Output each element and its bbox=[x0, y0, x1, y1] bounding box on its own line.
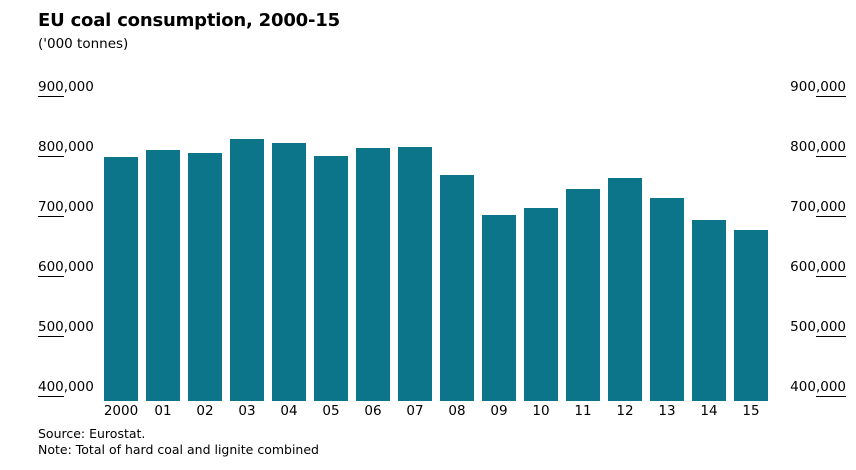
x-axis-tick-label: 04 bbox=[280, 403, 298, 419]
x-axis-tick-label: 06 bbox=[364, 403, 382, 419]
y-axis-tick-text: 600 bbox=[790, 259, 816, 275]
bar-13 bbox=[650, 198, 684, 401]
x-axis-tick-label: 11 bbox=[574, 403, 592, 419]
x-axis-tick-label: 02 bbox=[196, 403, 214, 419]
y-axis-tick-label-left: 700,000 bbox=[38, 199, 94, 217]
y-axis-tick-text: 900 bbox=[790, 79, 816, 95]
y-axis-tick-mark: 400 bbox=[38, 379, 64, 397]
source-note: Source: Eurostat. bbox=[38, 426, 146, 441]
bar-14 bbox=[692, 219, 726, 401]
y-axis-tick-text: ,000 bbox=[63, 319, 94, 335]
bar-09 bbox=[482, 215, 516, 401]
x-axis-tick-label: 03 bbox=[238, 403, 256, 419]
x-axis-tick-label: 01 bbox=[154, 403, 172, 419]
y-axis-tick-text: 400 bbox=[790, 379, 816, 395]
bar-07 bbox=[398, 147, 432, 401]
footnote: Note: Total of hard coal and lignite com… bbox=[38, 442, 319, 457]
y-axis-tick-mark: ,000 bbox=[815, 379, 846, 397]
y-axis-tick-label-left: 800,000 bbox=[38, 139, 94, 157]
y-axis-tick-label-right: 600,000 bbox=[790, 259, 846, 277]
y-axis-tick-label-left: 400,000 bbox=[38, 379, 94, 397]
x-axis-tick-label: 08 bbox=[448, 403, 466, 419]
x-axis-tick-label: 10 bbox=[532, 403, 550, 419]
bar-11 bbox=[566, 188, 600, 401]
y-axis-tick-label-left: 900,000 bbox=[38, 79, 94, 97]
chart-title: EU coal consumption, 2000-15 bbox=[38, 10, 340, 31]
x-axis-tick-label: 13 bbox=[658, 403, 676, 419]
bar-12 bbox=[608, 178, 642, 401]
y-axis-tick-mark: 900 bbox=[38, 79, 64, 97]
bar-02 bbox=[188, 152, 222, 401]
bar-2000 bbox=[104, 156, 138, 401]
bar-06 bbox=[356, 148, 390, 401]
bar-03 bbox=[230, 139, 264, 401]
bar-05 bbox=[314, 155, 348, 401]
y-axis-tick-mark: ,000 bbox=[815, 139, 846, 157]
y-axis-tick-label-left: 500,000 bbox=[38, 319, 94, 337]
y-axis-tick-text: ,000 bbox=[63, 379, 94, 395]
y-axis-tick-label-right: 800,000 bbox=[790, 139, 846, 157]
y-axis-tick-label-right: 500,000 bbox=[790, 319, 846, 337]
x-axis-tick-label: 09 bbox=[490, 403, 508, 419]
bar-01 bbox=[146, 149, 180, 401]
y-axis-tick-text: ,000 bbox=[63, 199, 94, 215]
y-axis-tick-text: 800 bbox=[790, 139, 816, 155]
x-axis-tick-label: 07 bbox=[406, 403, 424, 419]
y-axis-tick-text: 500 bbox=[790, 319, 816, 335]
x-axis-tick-label: 05 bbox=[322, 403, 340, 419]
bar-10 bbox=[524, 207, 558, 401]
y-axis-tick-mark: ,000 bbox=[815, 79, 846, 97]
chart-subtitle: ('000 tonnes) bbox=[38, 36, 129, 52]
y-axis-tick-mark: 600 bbox=[38, 259, 64, 277]
x-axis-tick-label: 15 bbox=[742, 403, 760, 419]
bar-08 bbox=[440, 175, 474, 401]
y-axis-tick-mark: ,000 bbox=[815, 199, 846, 217]
y-axis-tick-mark: 700 bbox=[38, 199, 64, 217]
y-axis-tick-label-right: 400,000 bbox=[790, 379, 846, 397]
bar-15 bbox=[734, 230, 768, 401]
y-axis-tick-text: 700 bbox=[790, 199, 816, 215]
x-axis-tick-label: 12 bbox=[616, 403, 634, 419]
y-axis-tick-label-right: 700,000 bbox=[790, 199, 846, 217]
bar-04 bbox=[272, 143, 306, 401]
x-axis-tick-label: 14 bbox=[700, 403, 718, 419]
y-axis-tick-mark: ,000 bbox=[815, 259, 846, 277]
y-axis-tick-mark: ,000 bbox=[815, 319, 846, 337]
y-axis-tick-text: ,000 bbox=[63, 139, 94, 155]
x-axis-tick-label: 2000 bbox=[103, 403, 139, 419]
y-axis-tick-text: ,000 bbox=[63, 79, 94, 95]
y-axis-tick-label-left: 600,000 bbox=[38, 259, 94, 277]
y-axis-tick-mark: 500 bbox=[38, 319, 64, 337]
y-axis-tick-label-right: 900,000 bbox=[790, 79, 846, 97]
y-axis-tick-text: ,000 bbox=[63, 259, 94, 275]
y-axis-tick-mark: 800 bbox=[38, 139, 64, 157]
